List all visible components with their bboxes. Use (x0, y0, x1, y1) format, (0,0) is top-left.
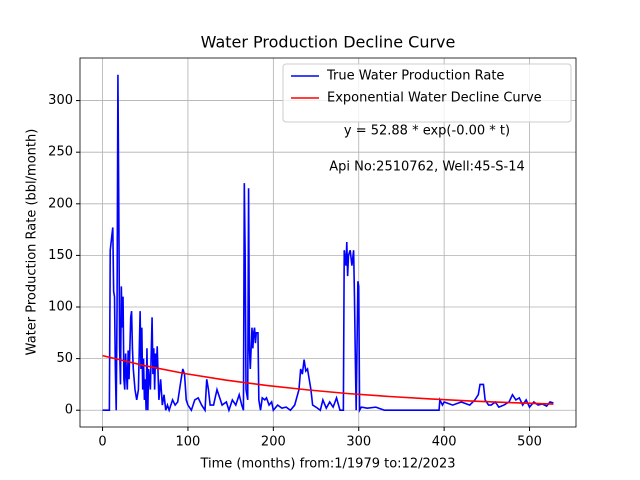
plot-frame (79, 57, 577, 428)
legend-box (282, 63, 572, 123)
y-tick-label: 300 (48, 93, 73, 108)
legend-label: True Water Production Rate (326, 69, 504, 84)
y-axis-label: Water Production Rate (bbl/month) (25, 129, 40, 356)
x-axis-label: Time (months) from:1/1979 to:12/2023 (199, 457, 455, 472)
x-tick-label: 400 (432, 435, 457, 450)
x-tick-label: 500 (517, 435, 542, 450)
annotation: y = 52.88 * exp(-0.00 * t) (344, 124, 510, 139)
annotation: Api No:2510762, Well:45-S-14 (329, 160, 525, 175)
x-tick-label: 100 (176, 435, 201, 450)
y-tick-label: 200 (48, 196, 73, 211)
y-tick-label: 50 (56, 351, 73, 366)
y-tick-label: 150 (48, 248, 73, 263)
x-tick-label: 200 (261, 435, 286, 450)
chart-title: Water Production Decline Curve (201, 33, 456, 52)
series-line (102, 354, 554, 405)
legend-label: Exponential Water Decline Curve (327, 91, 542, 106)
x-tick-label: 300 (346, 435, 371, 450)
y-tick-label: 250 (48, 145, 73, 160)
y-tick-label: 0 (65, 403, 73, 418)
series-line (102, 74, 554, 414)
y-tick-label: 100 (48, 300, 73, 315)
x-tick-label: 0 (98, 435, 106, 450)
